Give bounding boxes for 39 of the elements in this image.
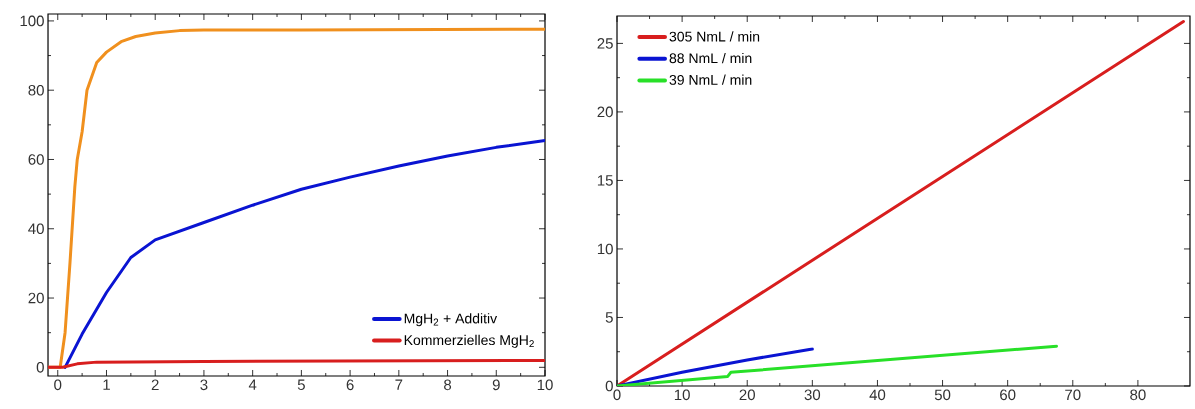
legend-label: 305 NmL / min bbox=[669, 31, 760, 42]
y-tick-label: 60 bbox=[28, 154, 44, 165]
x-tick-label: 0 bbox=[54, 379, 62, 391]
x-tick-label: 10 bbox=[674, 389, 690, 401]
y-tick-label: 40 bbox=[28, 223, 44, 235]
y-tick-label: 20 bbox=[597, 106, 613, 118]
x-tick-label: 1 bbox=[103, 379, 110, 390]
x-tick-label: 10 bbox=[537, 379, 553, 391]
x-tick-label: 0 bbox=[613, 389, 621, 401]
x-tick-label: 20 bbox=[739, 389, 755, 401]
y-tick-label: 15 bbox=[597, 175, 613, 186]
x-tick-label: 60 bbox=[1000, 389, 1016, 401]
x-tick-label: 3 bbox=[200, 379, 208, 391]
x-tick-label: 9 bbox=[492, 379, 500, 391]
legend-label: MgH$_{2}$ + Additiv bbox=[404, 313, 498, 327]
y-tick-label: 0 bbox=[36, 362, 44, 373]
y-tick-label: 100 bbox=[20, 15, 44, 27]
y-tick-label: 25 bbox=[597, 38, 613, 49]
line-series bbox=[617, 344, 1058, 386]
x-tick-label: 5 bbox=[297, 379, 305, 390]
legend-label: 88 NmL / min bbox=[669, 52, 752, 64]
x-tick-label: 40 bbox=[869, 389, 886, 401]
x-tick-label: 50 bbox=[934, 389, 951, 401]
x-tick-label: 7 bbox=[395, 379, 403, 390]
x-tick-label: 6 bbox=[346, 379, 354, 391]
legend-label: Kommerzielles MgH$_{2}$ bbox=[404, 334, 534, 348]
y-tick-label: 80 bbox=[28, 84, 44, 96]
y-tick-label: 5 bbox=[605, 312, 613, 323]
line-series bbox=[48, 358, 545, 369]
x-tick-label: 70 bbox=[1065, 389, 1081, 401]
x-tick-label: 4 bbox=[248, 379, 257, 390]
x-tick-label: 2 bbox=[151, 379, 159, 390]
y-tick-label: 20 bbox=[28, 292, 44, 304]
x-tick-label: 30 bbox=[804, 389, 821, 401]
line-series bbox=[63, 138, 545, 369]
y-tick-label: 10 bbox=[597, 243, 613, 255]
x-tick-label: 80 bbox=[1130, 389, 1146, 401]
legend-label: 39 NmL / min bbox=[669, 74, 752, 85]
x-tick-label: 8 bbox=[444, 379, 452, 391]
